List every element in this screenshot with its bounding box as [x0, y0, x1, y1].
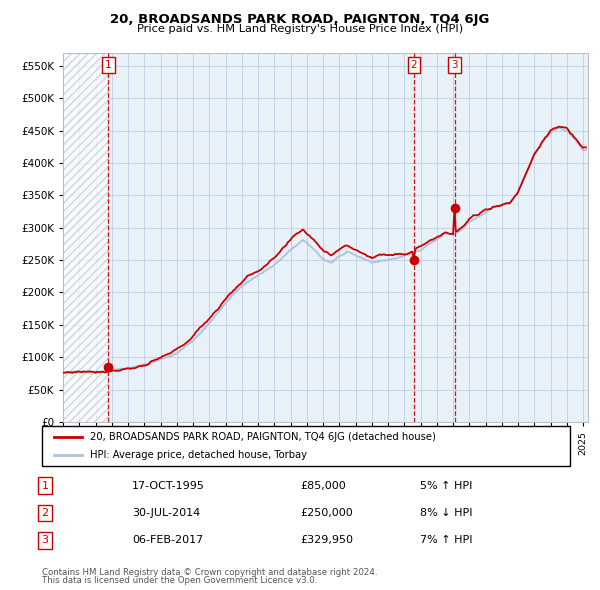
Text: 8% ↓ HPI: 8% ↓ HPI: [420, 509, 473, 518]
HPI: Average price, detached house, Torbay: (2.02e+03, 4.54e+05): Average price, detached house, Torbay: (…: [555, 124, 562, 132]
HPI: Average price, detached house, Torbay: (2e+03, 1.23e+05): Average price, detached house, Torbay: (…: [188, 339, 195, 346]
Text: £329,950: £329,950: [300, 536, 353, 545]
Text: 20, BROADSANDS PARK ROAD, PAIGNTON, TQ4 6JG (detached house): 20, BROADSANDS PARK ROAD, PAIGNTON, TQ4 …: [89, 432, 436, 442]
HPI: Average price, detached house, Torbay: (1.99e+03, 7.5e+04): Average price, detached house, Torbay: (…: [59, 370, 67, 377]
Text: This data is licensed under the Open Government Licence v3.0.: This data is licensed under the Open Gov…: [42, 576, 317, 585]
Text: £250,000: £250,000: [300, 509, 353, 518]
Text: 17-OCT-1995: 17-OCT-1995: [132, 481, 205, 490]
Text: 2: 2: [41, 509, 49, 518]
20, BROADSANDS PARK ROAD, PAIGNTON, TQ4 6JG (detached house): [59, 369, 67, 376]
20, BROADSANDS PARK ROAD, PAIGNTON, TQ4 6JG (detached house): [195, 326, 202, 333]
Text: 7% ↑ HPI: 7% ↑ HPI: [420, 536, 473, 545]
Text: 1: 1: [105, 60, 112, 70]
20, BROADSANDS PARK ROAD, PAIGNTON, TQ4 6JG (detached house): [582, 144, 589, 151]
Line: HPI: Average price, detached house, Torbay: HPI: Average price, detached house, Torb…: [63, 128, 586, 373]
20, BROADSANDS PARK ROAD, PAIGNTON, TQ4 6JG (detached house): [210, 310, 217, 317]
20, BROADSANDS PARK ROAD, PAIGNTON, TQ4 6JG (detached house): [555, 123, 562, 130]
20, BROADSANDS PARK ROAD, PAIGNTON, TQ4 6JG (detached house): [89, 368, 97, 375]
Text: HPI: Average price, detached house, Torbay: HPI: Average price, detached house, Torb…: [89, 450, 307, 460]
Text: Contains HM Land Registry data © Crown copyright and database right 2024.: Contains HM Land Registry data © Crown c…: [42, 568, 377, 577]
HPI: Average price, detached house, Torbay: (2.01e+03, 2.49e+05): Average price, detached house, Torbay: (…: [365, 257, 373, 264]
Text: 2: 2: [410, 60, 417, 70]
Text: £85,000: £85,000: [300, 481, 346, 490]
20, BROADSANDS PARK ROAD, PAIGNTON, TQ4 6JG (detached house): [367, 254, 374, 261]
20, BROADSANDS PARK ROAD, PAIGNTON, TQ4 6JG (detached house): [69, 369, 76, 376]
Text: 3: 3: [41, 536, 49, 545]
20, BROADSANDS PARK ROAD, PAIGNTON, TQ4 6JG (detached house): [190, 333, 197, 340]
Text: 1: 1: [41, 481, 49, 490]
HPI: Average price, detached house, Torbay: (2e+03, 1.32e+05): Average price, detached house, Torbay: (…: [193, 333, 200, 340]
Text: Price paid vs. HM Land Registry's House Price Index (HPI): Price paid vs. HM Land Registry's House …: [137, 24, 463, 34]
HPI: Average price, detached house, Torbay: (1.99e+03, 7.73e+04): Average price, detached house, Torbay: (…: [88, 368, 95, 375]
Line: 20, BROADSANDS PARK ROAD, PAIGNTON, TQ4 6JG (detached house): 20, BROADSANDS PARK ROAD, PAIGNTON, TQ4 …: [63, 127, 586, 373]
Text: 20, BROADSANDS PARK ROAD, PAIGNTON, TQ4 6JG: 20, BROADSANDS PARK ROAD, PAIGNTON, TQ4 …: [110, 13, 490, 26]
Text: 30-JUL-2014: 30-JUL-2014: [132, 509, 200, 518]
HPI: Average price, detached house, Torbay: (2e+03, 1.57e+05): Average price, detached house, Torbay: (…: [208, 317, 215, 324]
Text: 3: 3: [451, 60, 458, 70]
20, BROADSANDS PARK ROAD, PAIGNTON, TQ4 6JG (detached house): [203, 319, 210, 326]
Text: 5% ↑ HPI: 5% ↑ HPI: [420, 481, 472, 490]
HPI: Average price, detached house, Torbay: (2.03e+03, 4.2e+05): Average price, detached house, Torbay: (…: [582, 146, 589, 153]
HPI: Average price, detached house, Torbay: (2e+03, 1.45e+05): Average price, detached house, Torbay: (…: [202, 324, 209, 332]
Text: 06-FEB-2017: 06-FEB-2017: [132, 536, 203, 545]
